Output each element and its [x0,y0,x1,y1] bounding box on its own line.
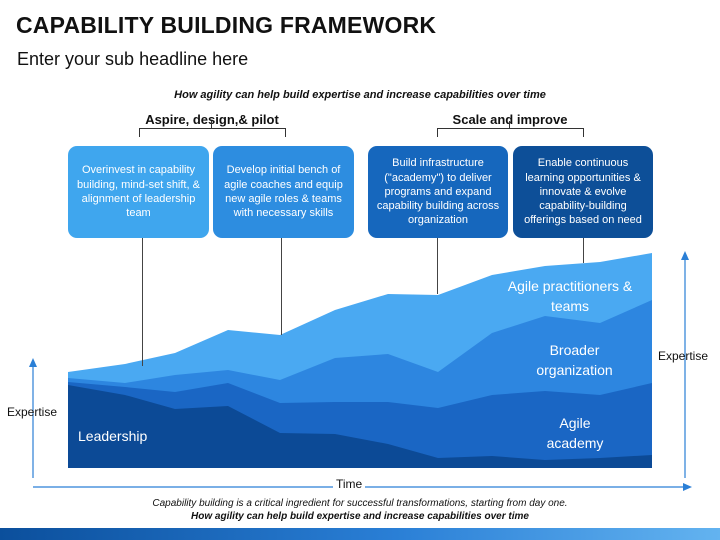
phase-card-3-text: Build infrastructure ("academy") to deli… [376,157,500,227]
phase-card-2-text: Develop initial bench of agile coaches a… [224,164,343,220]
group-label-aspire: Aspire, design,& pilot [145,112,279,127]
area-label-broader-organization: Broader organization [536,342,613,378]
phase-card-2: Develop initial bench of agile coaches a… [213,146,354,238]
page-title: CAPABILITY BUILDING FRAMEWORK [16,12,437,38]
connector-card-1 [142,238,143,366]
phase-card-1: Overinvest in capability building, mind-… [68,146,209,238]
footnote-2: How agility can help build expertise and… [191,511,529,522]
connector-card-2 [281,238,282,335]
x-axis-arrowhead [683,483,692,491]
phase-card-1-text: Overinvest in capability building, mind-… [77,164,200,220]
connector-card-3 [437,238,438,294]
phase-card-3: Build infrastructure ("academy") to deli… [368,146,508,238]
group-label-scale: Scale and improve [452,112,568,127]
y-axis-left-arrowhead [29,358,37,367]
connector-card-4 [583,238,584,263]
area-label-agile-academy: Agile academy [546,415,604,451]
y-axis-right-arrowhead [681,251,689,260]
area-label-agile-practitioners: Agile practitioners & teams [507,278,633,314]
group-bracket-scale [437,128,584,137]
group-bracket-tick-scale [509,121,510,128]
phase-card-4-text: Enable continuous learning opportunities… [524,157,642,227]
page-subtitle: Enter your sub headline here [17,49,249,69]
x-axis-label: Time [333,477,366,491]
footer-bar [0,528,720,540]
group-bracket-tick-aspire [211,121,212,128]
phase-card-4: Enable continuous learning opportunities… [513,146,653,238]
area-label-leadership: Leadership [78,428,148,444]
y-axis-left-label: Expertise [7,405,58,419]
group-bracket-aspire [139,128,286,137]
diagram-question: How agility can help build expertise and… [174,89,546,101]
y-axis-right-label: Expertise [658,349,709,363]
area-leadership [68,385,652,468]
footnote-1: Capability building is a critical ingred… [152,498,568,509]
